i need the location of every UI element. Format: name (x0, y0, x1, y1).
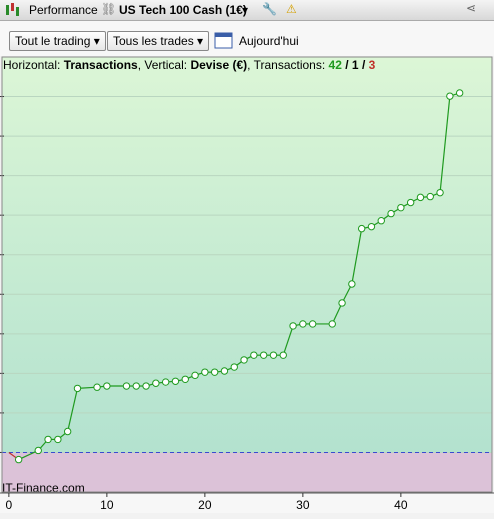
trade-point (240, 356, 248, 364)
trade-point (308, 320, 317, 328)
instrument-select[interactable]: US Tech 100 Cash (1€) (119, 3, 247, 17)
info-text: , Vertical: (137, 58, 188, 72)
info-value: Devise (€) (190, 58, 248, 72)
total-count: 42 (328, 58, 342, 72)
trade-point (446, 92, 454, 100)
trade-point (397, 203, 405, 212)
info-value: Transactions (63, 58, 138, 72)
equity-segment (351, 228, 363, 285)
top-toolbar: Performance ⛓ US Tech 100 Cash (1€) ▾ 🔧 … (0, 0, 494, 21)
loss-zone (2, 452, 492, 492)
dropdown-arrow[interactable]: ▾ (242, 3, 249, 17)
trade-point (210, 368, 219, 376)
trade-point (426, 192, 434, 201)
trade-point (54, 435, 62, 444)
trading-filter-label: Tout le trading (15, 34, 91, 48)
equity-segment (282, 325, 294, 356)
period-label[interactable]: Aujourd'hui (239, 34, 299, 48)
trade-point (142, 382, 150, 390)
settings-icon[interactable]: 🔧 (262, 2, 277, 16)
trade-point (63, 427, 72, 436)
calendar-icon[interactable] (214, 30, 234, 50)
trade-point (259, 351, 268, 359)
trade-point (93, 383, 101, 391)
tab-label[interactable]: Performance (29, 3, 98, 17)
trades-filter-label: Tous les trades (113, 34, 194, 48)
trade-point (152, 379, 160, 387)
trade-point (289, 322, 297, 330)
trade-point (250, 351, 258, 359)
trade-point (269, 351, 278, 359)
info-text: , Transactions: (247, 58, 326, 72)
trade-point (357, 224, 366, 233)
trade-point (455, 89, 464, 97)
trade-point (230, 363, 238, 371)
trade-point (348, 280, 356, 288)
x-tick-label: 30 (296, 498, 310, 512)
trade-point (387, 209, 395, 218)
losing-count: 3 (368, 58, 376, 72)
trade-point (132, 382, 140, 390)
trade-point (201, 368, 209, 376)
trade-point (73, 384, 82, 393)
trade-point (436, 188, 444, 197)
trade-point (171, 377, 180, 385)
separator: / (361, 58, 366, 72)
x-tick-label: 20 (198, 498, 212, 512)
share-icon[interactable]: ⋖ (466, 1, 477, 15)
chart: IT-Finance.com 0 10 20 30 40 (0, 56, 494, 519)
trade-point (191, 371, 199, 380)
x-tick-label: 0 (6, 498, 13, 512)
trade-point (34, 446, 42, 455)
trade-point (299, 320, 307, 328)
trade-point (44, 435, 52, 444)
trades-filter[interactable]: Tous les trades ▾ (107, 31, 210, 51)
trade-point (122, 382, 131, 390)
x-tick-label: 10 (100, 498, 114, 512)
trade-point (220, 367, 229, 375)
chart-info: Horizontal: Transactions, Vertical: Devi… (3, 58, 375, 72)
trading-filter[interactable]: Tout le trading ▾ (9, 31, 106, 51)
equity-segment (331, 302, 343, 325)
info-text: Horizontal: (3, 58, 61, 72)
equity-segment (439, 96, 451, 193)
x-axis-area (0, 493, 494, 513)
trade-point (181, 375, 189, 383)
warning-icon[interactable]: ⚠ (286, 2, 297, 16)
trade-point (103, 382, 111, 390)
chart-icon (6, 3, 19, 16)
separator: / (345, 58, 349, 72)
neutral-count: 1 (351, 58, 359, 72)
trade-point (14, 455, 23, 464)
plot-border (1, 56, 493, 493)
trade-point (338, 299, 346, 307)
trade-point (161, 378, 170, 386)
trade-point (367, 222, 376, 231)
equity-segment (67, 388, 79, 432)
trade-point (328, 320, 336, 328)
filter-bar: Tout le trading ▾ Tous les trades ▾ Aujo… (0, 21, 494, 57)
trade-point (279, 351, 287, 359)
trade-point (416, 193, 425, 202)
trade-point (406, 198, 415, 207)
x-tick-label: 40 (394, 498, 408, 512)
trade-point (377, 217, 385, 225)
link-icon[interactable]: ⛓ (101, 2, 117, 16)
